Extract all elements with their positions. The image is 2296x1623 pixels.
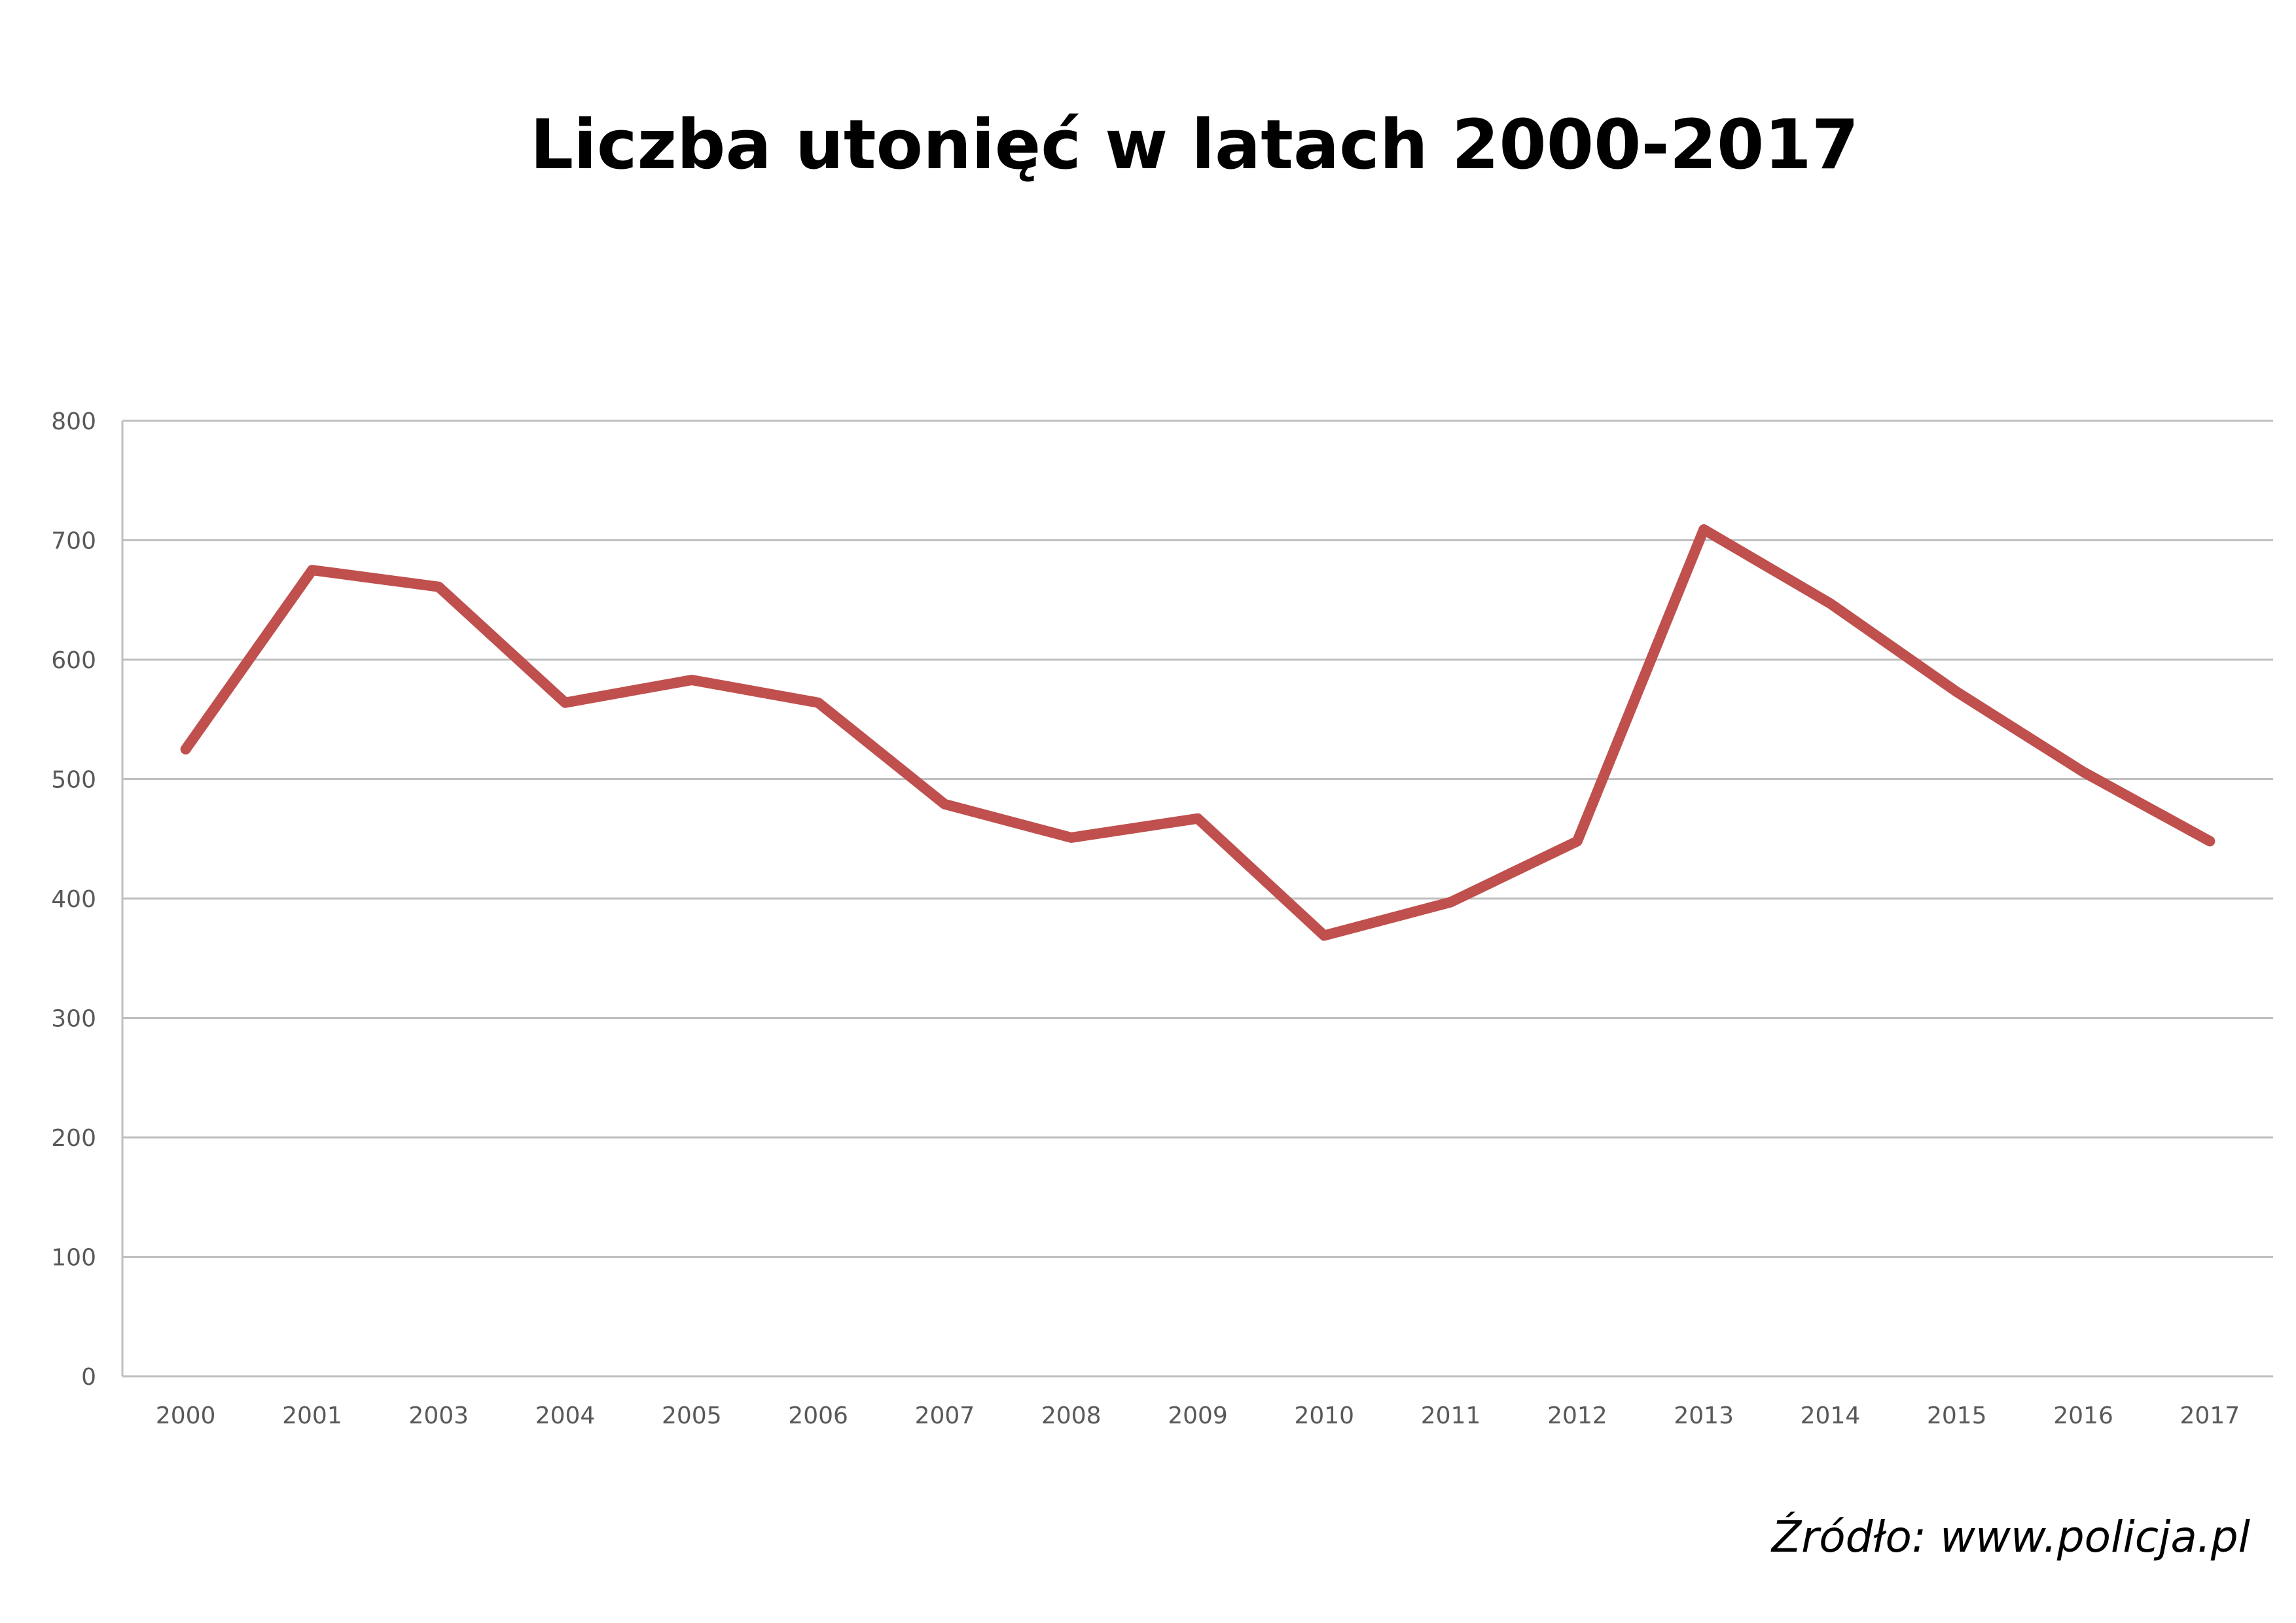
y-tick-label: 700: [51, 528, 96, 555]
data-point: [184, 747, 187, 751]
x-tick-label: 2004: [535, 1402, 596, 1429]
x-axis-ticks: 2000 2001 2003 2004 2005 2006 2007 2008 2009 2010…: [156, 1402, 2240, 1429]
x-tick-label: 2013: [1674, 1402, 1734, 1429]
x-tick-label: 2008: [1041, 1402, 1102, 1429]
x-tick-label: 2009: [1168, 1402, 1228, 1429]
data-point: [943, 802, 946, 806]
x-tick-label: 2005: [662, 1402, 722, 1429]
data-point: [1323, 934, 1326, 937]
x-tick-label: 2012: [1547, 1402, 1607, 1429]
x-tick-label: 2003: [408, 1402, 469, 1429]
x-tick-label: 2007: [915, 1402, 975, 1429]
x-tick-label: 2016: [2053, 1402, 2113, 1429]
x-tick-label: 2006: [788, 1402, 848, 1429]
x-tick-label: 2011: [1421, 1402, 1481, 1429]
x-tick-label: 2015: [1927, 1402, 1987, 1429]
y-tick-label: 400: [51, 886, 96, 913]
y-axis-ticks: 0 100 200 300 400 500 600 700 800: [51, 408, 96, 1391]
data-point: [564, 701, 567, 704]
data-point: [1829, 602, 1832, 605]
chart-title: Liczba utonięć w latach 2000-2017: [529, 105, 1859, 185]
source-note: Źródło: www.policja.pl: [1771, 1512, 2250, 1562]
x-tick-label: 2000: [156, 1402, 216, 1429]
data-point: [817, 701, 820, 704]
data-point: [1196, 817, 1199, 820]
data-point: [1955, 690, 1958, 694]
x-tick-label: 2001: [282, 1402, 342, 1429]
data-point: [310, 569, 314, 572]
data-point: [1702, 528, 1706, 531]
gridlines: [122, 419, 2273, 1258]
series-line: [180, 524, 2215, 941]
y-tick-label: 300: [51, 1006, 96, 1033]
y-tick-label: 100: [51, 1245, 96, 1272]
y-tick-label: 800: [51, 408, 96, 435]
y-tick-label: 600: [51, 647, 96, 674]
x-tick-label: 2014: [1801, 1402, 1861, 1429]
data-point: [690, 679, 693, 682]
x-tick-label: 2010: [1294, 1402, 1354, 1429]
data-point: [437, 585, 440, 588]
series: [180, 524, 2215, 941]
y-tick-label: 200: [51, 1125, 96, 1152]
data-point: [1449, 901, 1452, 904]
y-tick-label: 0: [81, 1364, 96, 1391]
x-tick-label: 2017: [2180, 1402, 2240, 1429]
data-point: [1575, 840, 1579, 843]
y-tick-label: 500: [51, 767, 96, 794]
axes: [121, 421, 2273, 1378]
data-point: [1069, 836, 1073, 839]
data-point: [2082, 770, 2085, 774]
data-point: [2208, 840, 2212, 843]
